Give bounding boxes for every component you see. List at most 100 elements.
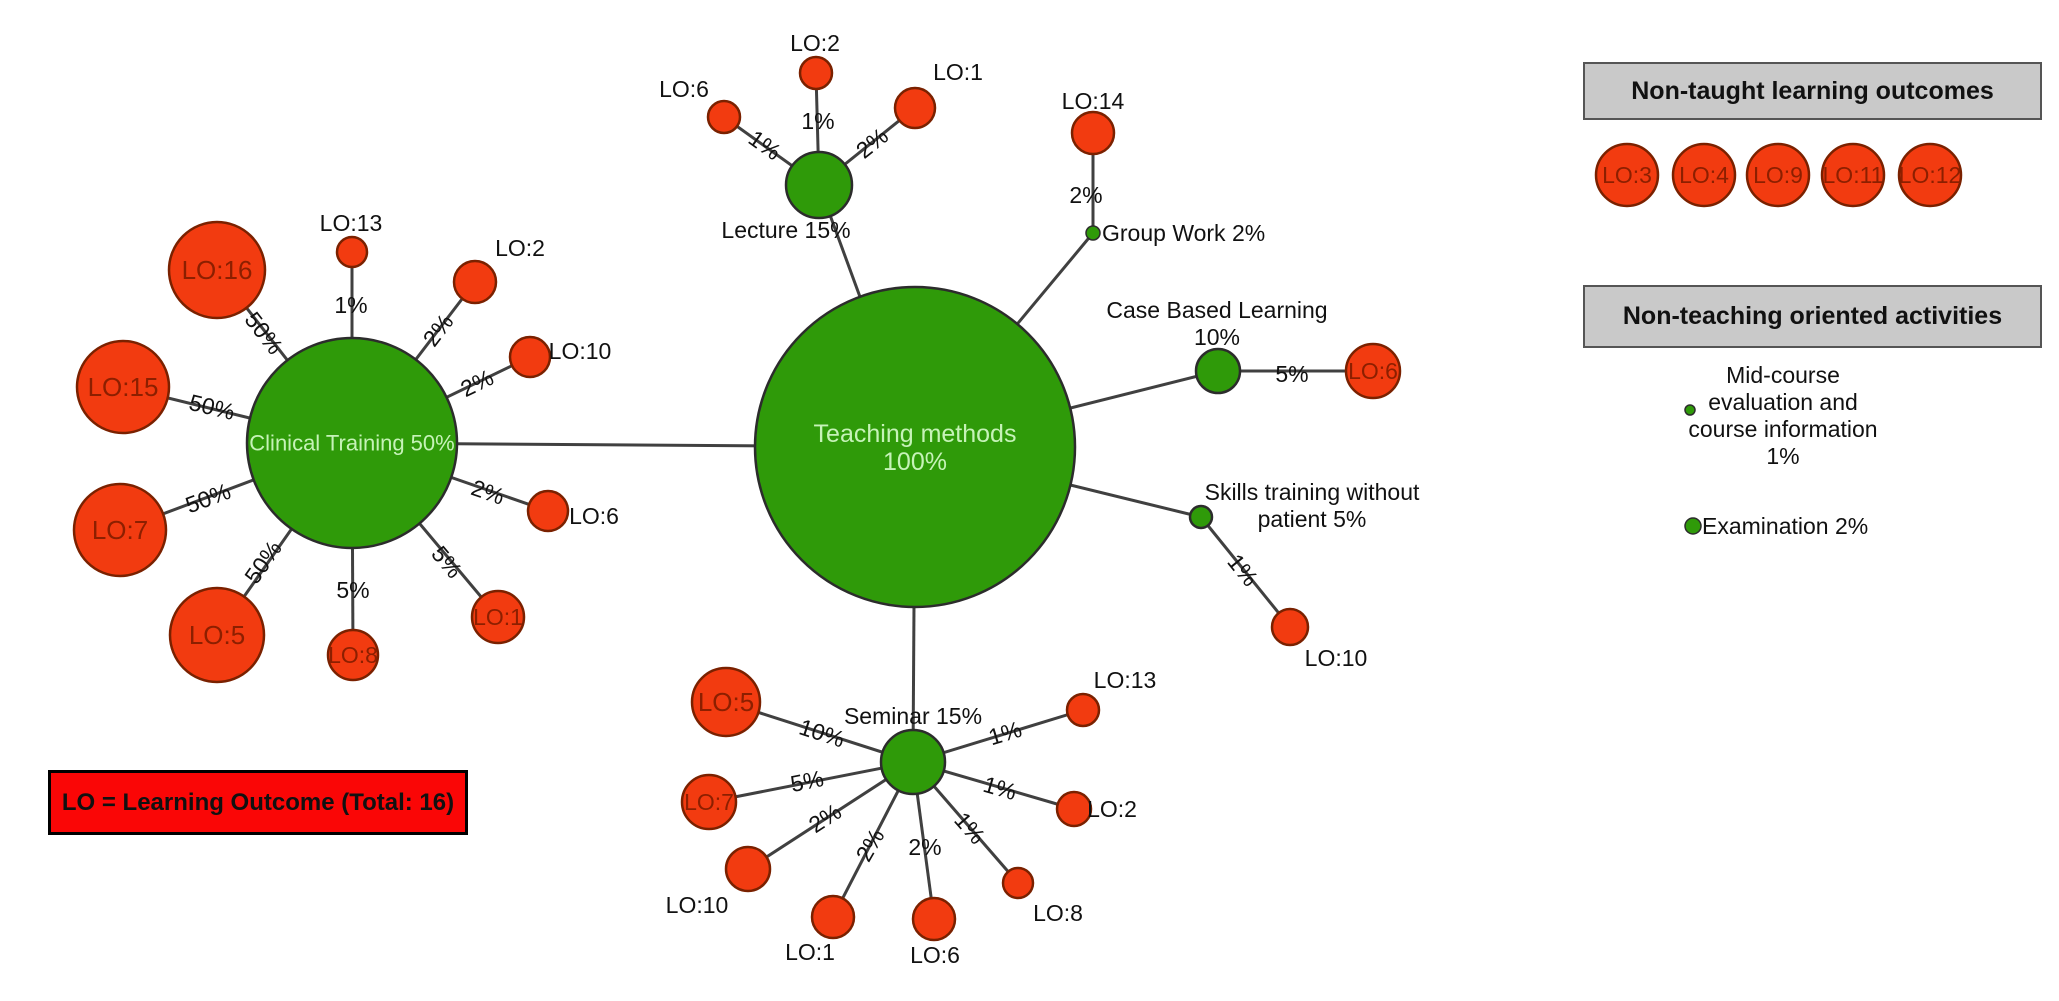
edge-label-seminar-se-lo1: 2% [850,824,889,866]
lo-note-box: LO = Learning Outcome (Total: 16) [48,770,468,835]
node-cl-lo16 [167,220,267,320]
legend-dot-midcourse [1684,404,1696,416]
node-teaching [753,285,1077,609]
node-label-lg-lo12: LO:12 [1899,162,1962,188]
node-label-se-lo7: LO:7 [684,789,734,815]
node-label-cl-lo6: LO:6 [569,503,619,529]
legend-dot-examination [1684,517,1702,535]
legend-entry-midcourse: course information [1688,416,1877,442]
node-cl-lo7 [72,482,168,578]
node-lg-lo4 [1671,142,1737,208]
node-cl-lo13 [335,235,369,269]
edge-label-groupwork-lo14: 2% [1069,182,1102,208]
node-label-cl-lo10: LO:10 [549,338,612,364]
edge-label-clinical-cl-lo7: 50% [182,478,234,519]
legend-entry-midcourse: evaluation and [1708,389,1858,415]
node-label-cl-lo7: LO:7 [92,515,148,545]
edge-label-clinical-cl-lo15: 50% [187,389,238,425]
edge-label-clinical-cl-lo13: 1% [334,292,367,318]
node-cl-lo5 [168,586,266,684]
node-se-lo6 [911,896,957,942]
node-label-cl-lo8: LO:8 [328,642,378,668]
node-label-lg-lo9: LO:9 [1753,162,1803,188]
node-se-lo8 [1001,866,1035,900]
node-label-lec-lo1: LO:1 [933,59,983,85]
node-se-lo13 [1065,692,1101,728]
node-cl-lo15 [75,339,171,435]
node-se-lo1 [810,894,856,940]
edge-label-seminar-se-lo13: 1% [985,716,1024,751]
node-se-lo5 [690,666,762,738]
node-label-se-lo10: LO:10 [666,892,729,918]
node-label-cl-lo1: LO:1 [473,604,523,630]
node-label-se-lo8: LO:8 [1033,900,1083,926]
edge-label-seminar-se-lo5: 10% [796,714,848,753]
node-lo14 [1070,110,1116,156]
node-label-sk-lo10: LO:10 [1305,645,1368,671]
node-sk-lo10 [1270,607,1310,647]
node-lg-lo9 [1745,142,1811,208]
node-lg-lo3 [1594,142,1660,208]
node-label-cl-lo2: LO:2 [495,235,545,261]
node-se-lo2 [1055,790,1093,828]
node-label-cl-lo15: LO:15 [88,372,159,402]
node-cl-lo2 [452,259,498,305]
edge-label-seminar-se-lo2: 1% [980,771,1019,805]
edge-label-lecture-lec-lo1: 2% [851,122,893,163]
edge-label-clinical-cl-lo6: 2% [468,474,508,509]
node-label-cl-lo5: LO:5 [189,620,245,650]
node-cbl-lo6 [1344,342,1402,400]
node-lec-lo6 [706,99,742,135]
legend-entry-examination: Examination 2% [1702,513,1868,539]
node-label-lec-lo2: LO:2 [790,30,840,56]
legend-non-taught-title: Non-taught learning outcomes [1583,62,2042,120]
node-lec-lo2 [798,55,834,91]
node-label-cl-lo16: LO:16 [182,255,253,285]
edge-label-clinical-cl-lo1: 5% [426,541,467,583]
edge-label-seminar-se-lo6: 2% [908,834,941,860]
edge-label-lecture-lec-lo6: 1% [744,125,786,165]
edge-label-lecture-lec-lo2: 1% [801,108,834,134]
node-clinical [245,336,459,550]
node-label-cbl-lo6: LO:6 [1348,358,1398,384]
node-cl-lo6 [526,489,570,533]
legend-entry-midcourse: Mid-course [1726,362,1840,388]
node-label-se-lo1: LO:1 [785,939,835,965]
edge-label-clinical-cl-lo8: 5% [336,577,369,603]
node-label-groupwork: Group Work 2% [1102,220,1265,246]
node-label-cbl: Case Based Learning [1106,297,1327,323]
node-lec-lo1 [893,86,937,130]
node-skills [1188,504,1214,530]
node-cl-lo10 [508,335,552,379]
node-label-seminar: Seminar 15% [844,703,982,729]
edge-skills-sk-lo10 [1199,516,1292,628]
node-lg-lo12 [1897,142,1963,208]
edge-label-seminar-se-lo7: 5% [788,765,826,797]
node-seminar [879,728,947,796]
node-label-se-lo13: LO:13 [1094,667,1157,693]
node-label-skills: Skills training without [1205,479,1420,505]
node-cl-lo1 [470,589,526,645]
node-label-lg-lo11: LO:11 [1823,162,1884,188]
node-se-lo7 [680,773,738,831]
node-label-lg-lo3: LO:3 [1602,162,1652,188]
node-label-lecture: Lecture 15% [721,217,850,243]
node-label-lec-lo6: LO:6 [659,76,709,102]
edge-label-cbl-cbl-lo6: 5% [1275,361,1308,387]
node-label-clinical: Clinical Training 50% [249,431,454,456]
node-label-se-lo6: LO:6 [910,942,960,968]
edge-label-clinical-cl-lo10: 2% [456,364,497,402]
node-label-cl-lo13: LO:13 [320,210,383,236]
node-lecture [784,150,854,220]
node-label-skills: patient 5% [1258,506,1367,532]
node-cbl [1194,347,1242,395]
legend-entry-midcourse: 1% [1766,443,1799,469]
node-label-teaching: Teaching methods [814,420,1017,448]
edge-label-clinical-cl-lo2: 2% [418,309,459,351]
edge-seminar-se-lo7 [708,760,914,804]
node-groupwork [1085,225,1101,241]
node-label-lo14: LO:14 [1062,88,1125,114]
node-label-lg-lo4: LO:4 [1679,162,1729,188]
